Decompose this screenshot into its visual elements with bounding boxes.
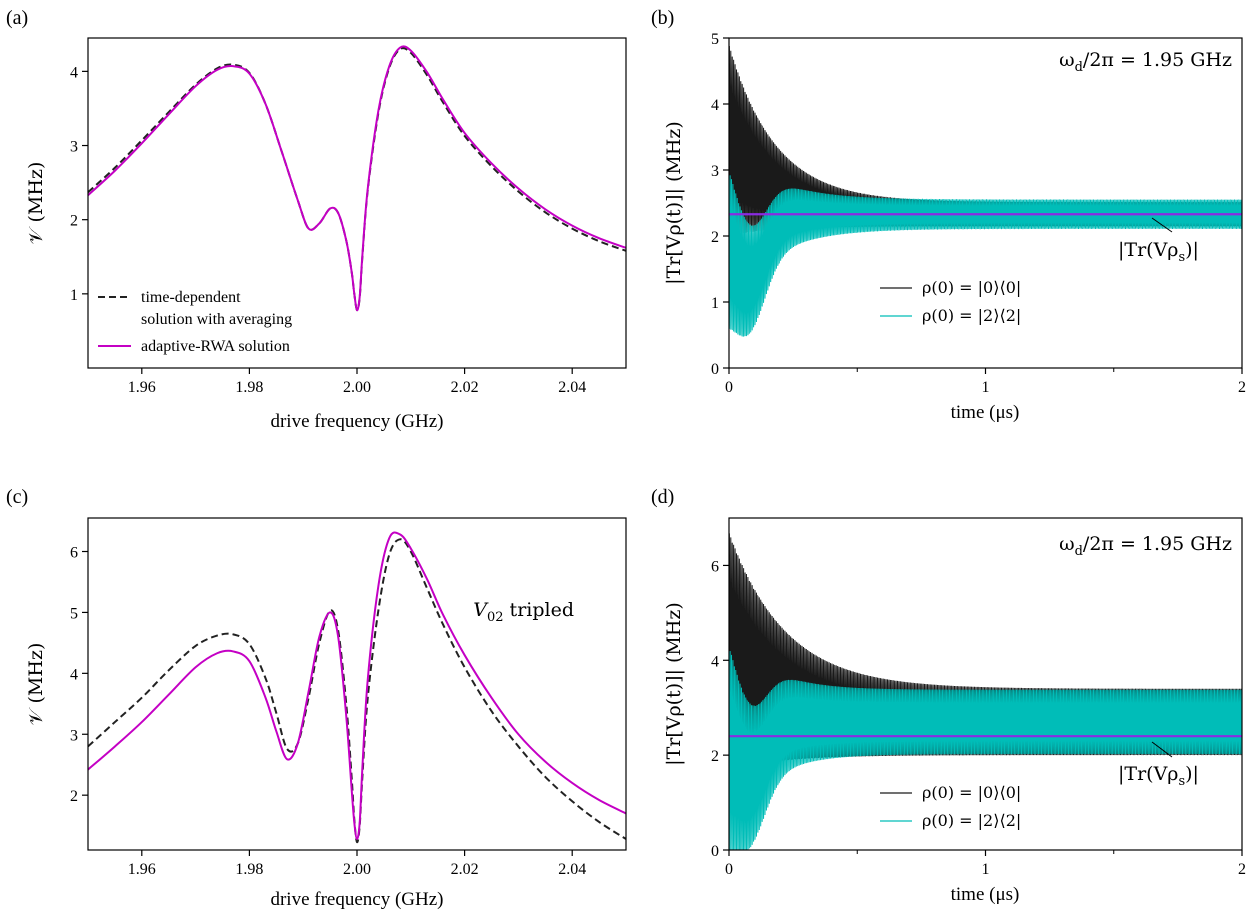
y-tick-label: 5 (70, 605, 78, 622)
panel-c-annotation: V02 tripled (473, 599, 574, 625)
y-tick-label: 4 (70, 64, 78, 81)
panel-a-plot (87, 45, 627, 312)
x-tick-label: 2 (1238, 861, 1246, 878)
x-tick-label: 0 (725, 379, 733, 396)
trace-1 (729, 651, 1242, 850)
y-tick-label: 3 (70, 139, 78, 156)
panel-b-drive-annotation: ωd/2π = 1.95 GHz (1059, 49, 1232, 75)
y-tick-label: 4 (70, 666, 78, 683)
y-tick-label: 0 (711, 361, 719, 378)
y-tick-label: 3 (70, 727, 78, 744)
y-tick-label: 5 (711, 31, 719, 48)
x-tick-label: 2.04 (558, 379, 586, 396)
y-tick-label: 2 (70, 213, 78, 230)
panel-d-ticks: 0 1 2 0 2 4 6 (711, 558, 1246, 878)
panel-c-ticks: 1.96 1.98 2.00 2.02 2.04 2 3 4 5 6 (70, 545, 586, 878)
panel-c: (c) 1.96 1.98 2.00 2.02 2.04 2 3 4 5 6 drive freq… (6, 486, 627, 910)
x-tick-label: 2.02 (451, 861, 479, 878)
x-tick-label: 1.98 (235, 379, 263, 396)
y-tick-label: 2 (70, 788, 78, 805)
panel-b-steady-pointer (1151, 217, 1173, 233)
legend-d-trace-0: ρ(0) = |0⟩⟨0| (922, 783, 1021, 802)
y-tick-label: 0 (711, 843, 719, 860)
panel-d-steady-label: |Tr(Vρs)| (1118, 763, 1199, 789)
adaptive-rwa-line (87, 531, 627, 841)
legend-a-series-0: time-dependent (141, 289, 241, 306)
time-dependent-line (87, 47, 627, 312)
y-tick-label: 3 (711, 163, 719, 180)
legend-a-series-1: adaptive-RWA solution (141, 338, 290, 355)
panel-b-plot (729, 45, 1242, 337)
x-tick-label: 1.96 (128, 379, 156, 396)
y-tick-label: 1 (70, 287, 78, 304)
panel-c-label: (c) (6, 486, 28, 508)
panel-a-xlabel: drive frequency (GHz) (270, 411, 443, 432)
x-tick-label: 2.00 (343, 379, 371, 396)
y-tick-label: 1 (711, 295, 719, 312)
legend-d-trace-1: ρ(0) = |2⟩⟨2| (922, 811, 1021, 830)
panel-c-frame (87, 517, 627, 851)
panel-b-xlabel: time (μs) (951, 402, 1020, 423)
time-dependent-line (87, 538, 627, 844)
x-tick-label: 2.04 (558, 861, 586, 878)
y-tick-label: 6 (711, 558, 719, 575)
panel-d-plot (729, 533, 1242, 850)
legend-b-trace-1: ρ(0) = |2⟩⟨2| (922, 306, 1021, 325)
panel-b-legend: ρ(0) = |0⟩⟨0| ρ(0) = |2⟩⟨2| (880, 278, 1021, 325)
adaptive-rwa-line (87, 45, 627, 312)
panel-d-ylabel: |Tr[Vρ(t)]| (MHz) (663, 602, 685, 766)
legend-a-series-0-line2: solution with averaging (141, 311, 292, 328)
y-tick-label: 2 (711, 229, 719, 246)
panel-b: (b) 0 1 2 0 1 2 3 4 5 time (μs) |Tr[Vρ(t)]| (MHz… (651, 7, 1246, 423)
x-tick-label: 1.96 (128, 861, 156, 878)
panel-c-ylabel: 𝒱 (MHz) (25, 643, 47, 726)
y-tick-label: 6 (70, 545, 78, 562)
panel-d-drive-annotation: ωd/2π = 1.95 GHz (1059, 533, 1232, 559)
panel-b-ticks: 0 1 2 0 1 2 3 4 5 (711, 31, 1246, 396)
panel-a-ticks: 1.96 1.98 2.00 2.02 2.04 1 2 3 4 (70, 64, 586, 396)
panel-d-xlabel: time (μs) (951, 884, 1020, 905)
panel-a-label: (a) (6, 7, 28, 29)
panel-a: (a) 1.96 1.98 2.00 2.02 2.04 1 2 3 4 drive frequ… (6, 7, 627, 432)
y-tick-label: 4 (711, 97, 719, 114)
panel-a-ylabel: 𝒱 (MHz) (25, 162, 47, 245)
x-tick-label: 2.00 (343, 861, 371, 878)
y-tick-label: 2 (711, 748, 719, 765)
x-tick-label: 2.02 (451, 379, 479, 396)
x-tick-label: 1.98 (235, 861, 263, 878)
panel-b-ylabel: |Tr[Vρ(t)]| (MHz) (663, 121, 685, 285)
y-tick-label: 4 (711, 653, 719, 670)
x-tick-label: 1 (982, 861, 990, 878)
panel-c-plot (87, 531, 627, 844)
legend-b-trace-0: ρ(0) = |0⟩⟨0| (922, 278, 1021, 297)
x-tick-label: 1 (982, 379, 990, 396)
panel-c-xlabel: drive frequency (GHz) (270, 889, 443, 910)
panel-d-steady-pointer (1151, 741, 1173, 758)
panel-d-legend: ρ(0) = |0⟩⟨0| ρ(0) = |2⟩⟨2| (880, 783, 1021, 830)
x-tick-label: 0 (725, 861, 733, 878)
panel-b-steady-label: |Tr(Vρs)| (1118, 239, 1199, 265)
panel-a-legend: time-dependent solution with averaging a… (98, 289, 292, 355)
panel-d-label: (d) (651, 486, 674, 508)
x-tick-label: 2 (1238, 379, 1246, 396)
panel-b-label: (b) (651, 7, 674, 29)
